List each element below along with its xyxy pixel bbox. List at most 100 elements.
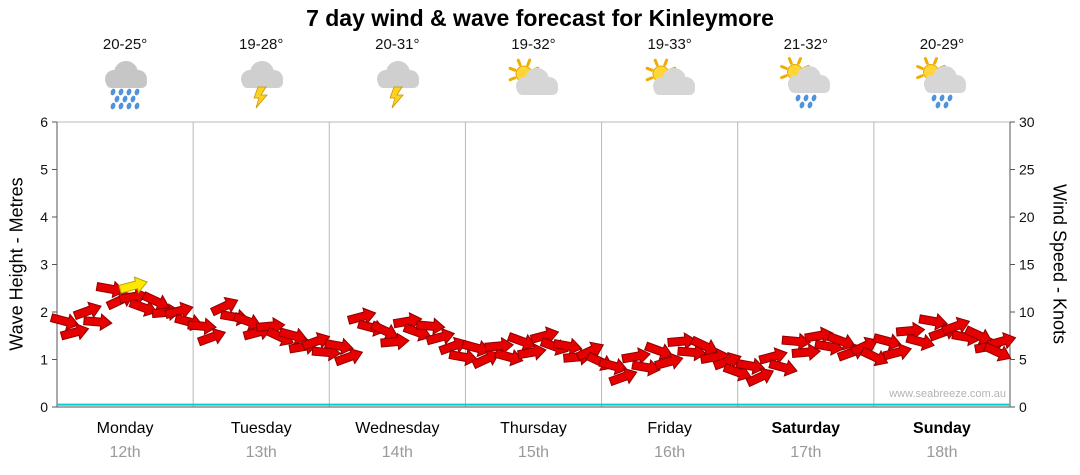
wind-arrow	[826, 332, 856, 351]
day-name-label: Friday	[647, 420, 691, 437]
wind-arrow	[164, 301, 194, 319]
wind-arrow	[654, 352, 684, 370]
right-tick-label: 10	[1019, 304, 1035, 320]
wind-arrow	[758, 347, 788, 365]
sun-showers-icon	[779, 57, 830, 109]
wind-arrow	[941, 316, 971, 336]
wind-arrow	[745, 367, 775, 388]
partly-cloudy-icon	[645, 58, 695, 95]
wind-arrow	[471, 349, 500, 370]
wind-arrow	[334, 347, 364, 367]
left-tick-label: 5	[40, 162, 48, 178]
wind-arrow	[882, 342, 913, 361]
wind-arrow	[461, 339, 491, 358]
wind-arrow	[529, 326, 560, 344]
wind-arrow	[735, 357, 766, 376]
cloud-shape	[652, 68, 695, 95]
day-date-label: 14th	[382, 444, 413, 461]
right-tick-label: 25	[1019, 162, 1035, 178]
wind-arrow	[905, 333, 935, 352]
wind-arrow	[83, 313, 113, 332]
wind-arrow	[187, 317, 217, 336]
temp-range: 21-32°	[783, 36, 828, 53]
weather-icons-row: 20-25° 19-28° 20-31° 19-32° 19-33° 21-32° 20-2…	[57, 36, 1010, 120]
cloud-shape	[105, 61, 148, 88]
lightning-bolt	[253, 86, 269, 109]
wind-arrow	[232, 312, 262, 331]
wind-arrow	[425, 327, 456, 346]
day-name-label: Monday	[97, 420, 154, 437]
day-date-label: 15th	[518, 444, 549, 461]
left-tick-label: 3	[40, 257, 48, 273]
wind-arrow	[196, 327, 227, 347]
rain-icon	[105, 61, 148, 110]
wind-arrow	[494, 348, 524, 367]
rain-drops	[795, 94, 817, 109]
wind-arrow	[346, 307, 377, 325]
right-tick-label: 15	[1019, 257, 1035, 273]
wind-arrow	[552, 337, 583, 356]
wind-arrow	[415, 317, 446, 336]
wind-arrow	[631, 358, 661, 377]
wind-arrow	[621, 347, 651, 365]
day-name-label: Wednesday	[355, 420, 439, 437]
wind-arrow	[380, 332, 410, 351]
day-name-label: Thursday	[500, 420, 567, 437]
wind-arrow	[598, 357, 628, 376]
weather-day-sunday: 20-29°	[874, 36, 1010, 120]
day-date-label: 16th	[654, 444, 685, 461]
wind-arrow	[59, 322, 90, 341]
left-tick-label: 6	[40, 114, 48, 130]
wind-arrow	[95, 280, 126, 299]
highlight-wind-arrow	[118, 276, 148, 294]
wind-arrow	[608, 367, 638, 387]
right-tick-label: 20	[1019, 209, 1035, 225]
right-tick-label: 30	[1019, 114, 1035, 130]
cloud-shape	[241, 61, 284, 88]
day-name-label: Tuesday	[231, 420, 292, 437]
wind-arrow	[72, 301, 102, 321]
partly-cloudy-icon	[509, 58, 559, 95]
temp-range: 20-31°	[375, 36, 420, 53]
wind-arrow	[872, 333, 903, 351]
wind-arrow	[644, 341, 674, 361]
day-name-label: Saturday	[772, 420, 841, 437]
day-date-label: 13th	[246, 444, 277, 461]
cloud-shape	[377, 61, 420, 88]
day-date-label: 12th	[110, 444, 141, 461]
storm-icon	[377, 61, 420, 109]
storm-icon	[241, 61, 284, 109]
rain-drops	[931, 94, 953, 109]
weather-day-thursday: 19-32°	[465, 36, 601, 120]
sun-showers-icon	[916, 57, 966, 109]
left-tick-label: 4	[40, 209, 48, 225]
wind-arrow	[781, 332, 812, 351]
watermark: www.seabreeze.com.au	[889, 388, 1006, 400]
cloud-shape	[787, 66, 830, 93]
wind-arrow	[278, 327, 308, 345]
weather-day-tuesday: 19-28°	[193, 36, 329, 120]
cloud-shape	[923, 66, 966, 93]
wind-arrow	[324, 337, 354, 356]
day-date-label: 18th	[926, 444, 957, 461]
wind-arrow	[918, 312, 949, 331]
wind-arrow	[859, 346, 889, 367]
wind-arrow	[506, 332, 537, 351]
weather-day-friday: 19-33°	[602, 36, 738, 120]
wind-arrow	[255, 316, 286, 335]
day-name-label: Sunday	[913, 420, 971, 437]
temp-range: 20-25°	[102, 36, 148, 53]
wind-arrow	[448, 348, 479, 367]
wind-arrow	[895, 321, 926, 340]
wind-arrow	[791, 343, 822, 362]
wind-arrow	[768, 359, 798, 377]
wind-arrow	[209, 296, 239, 317]
weather-day-wednesday: 20-31°	[329, 36, 465, 120]
temp-range: 19-32°	[511, 36, 556, 53]
chart-title: 7 day wind & wave forecast for Kinleymor…	[306, 5, 774, 31]
day-date-label: 17th	[790, 444, 821, 461]
wind-arrow	[677, 343, 707, 362]
left-tick-label: 1	[40, 352, 48, 368]
wind-arrow	[517, 343, 547, 361]
wind-arrow	[982, 342, 1012, 362]
